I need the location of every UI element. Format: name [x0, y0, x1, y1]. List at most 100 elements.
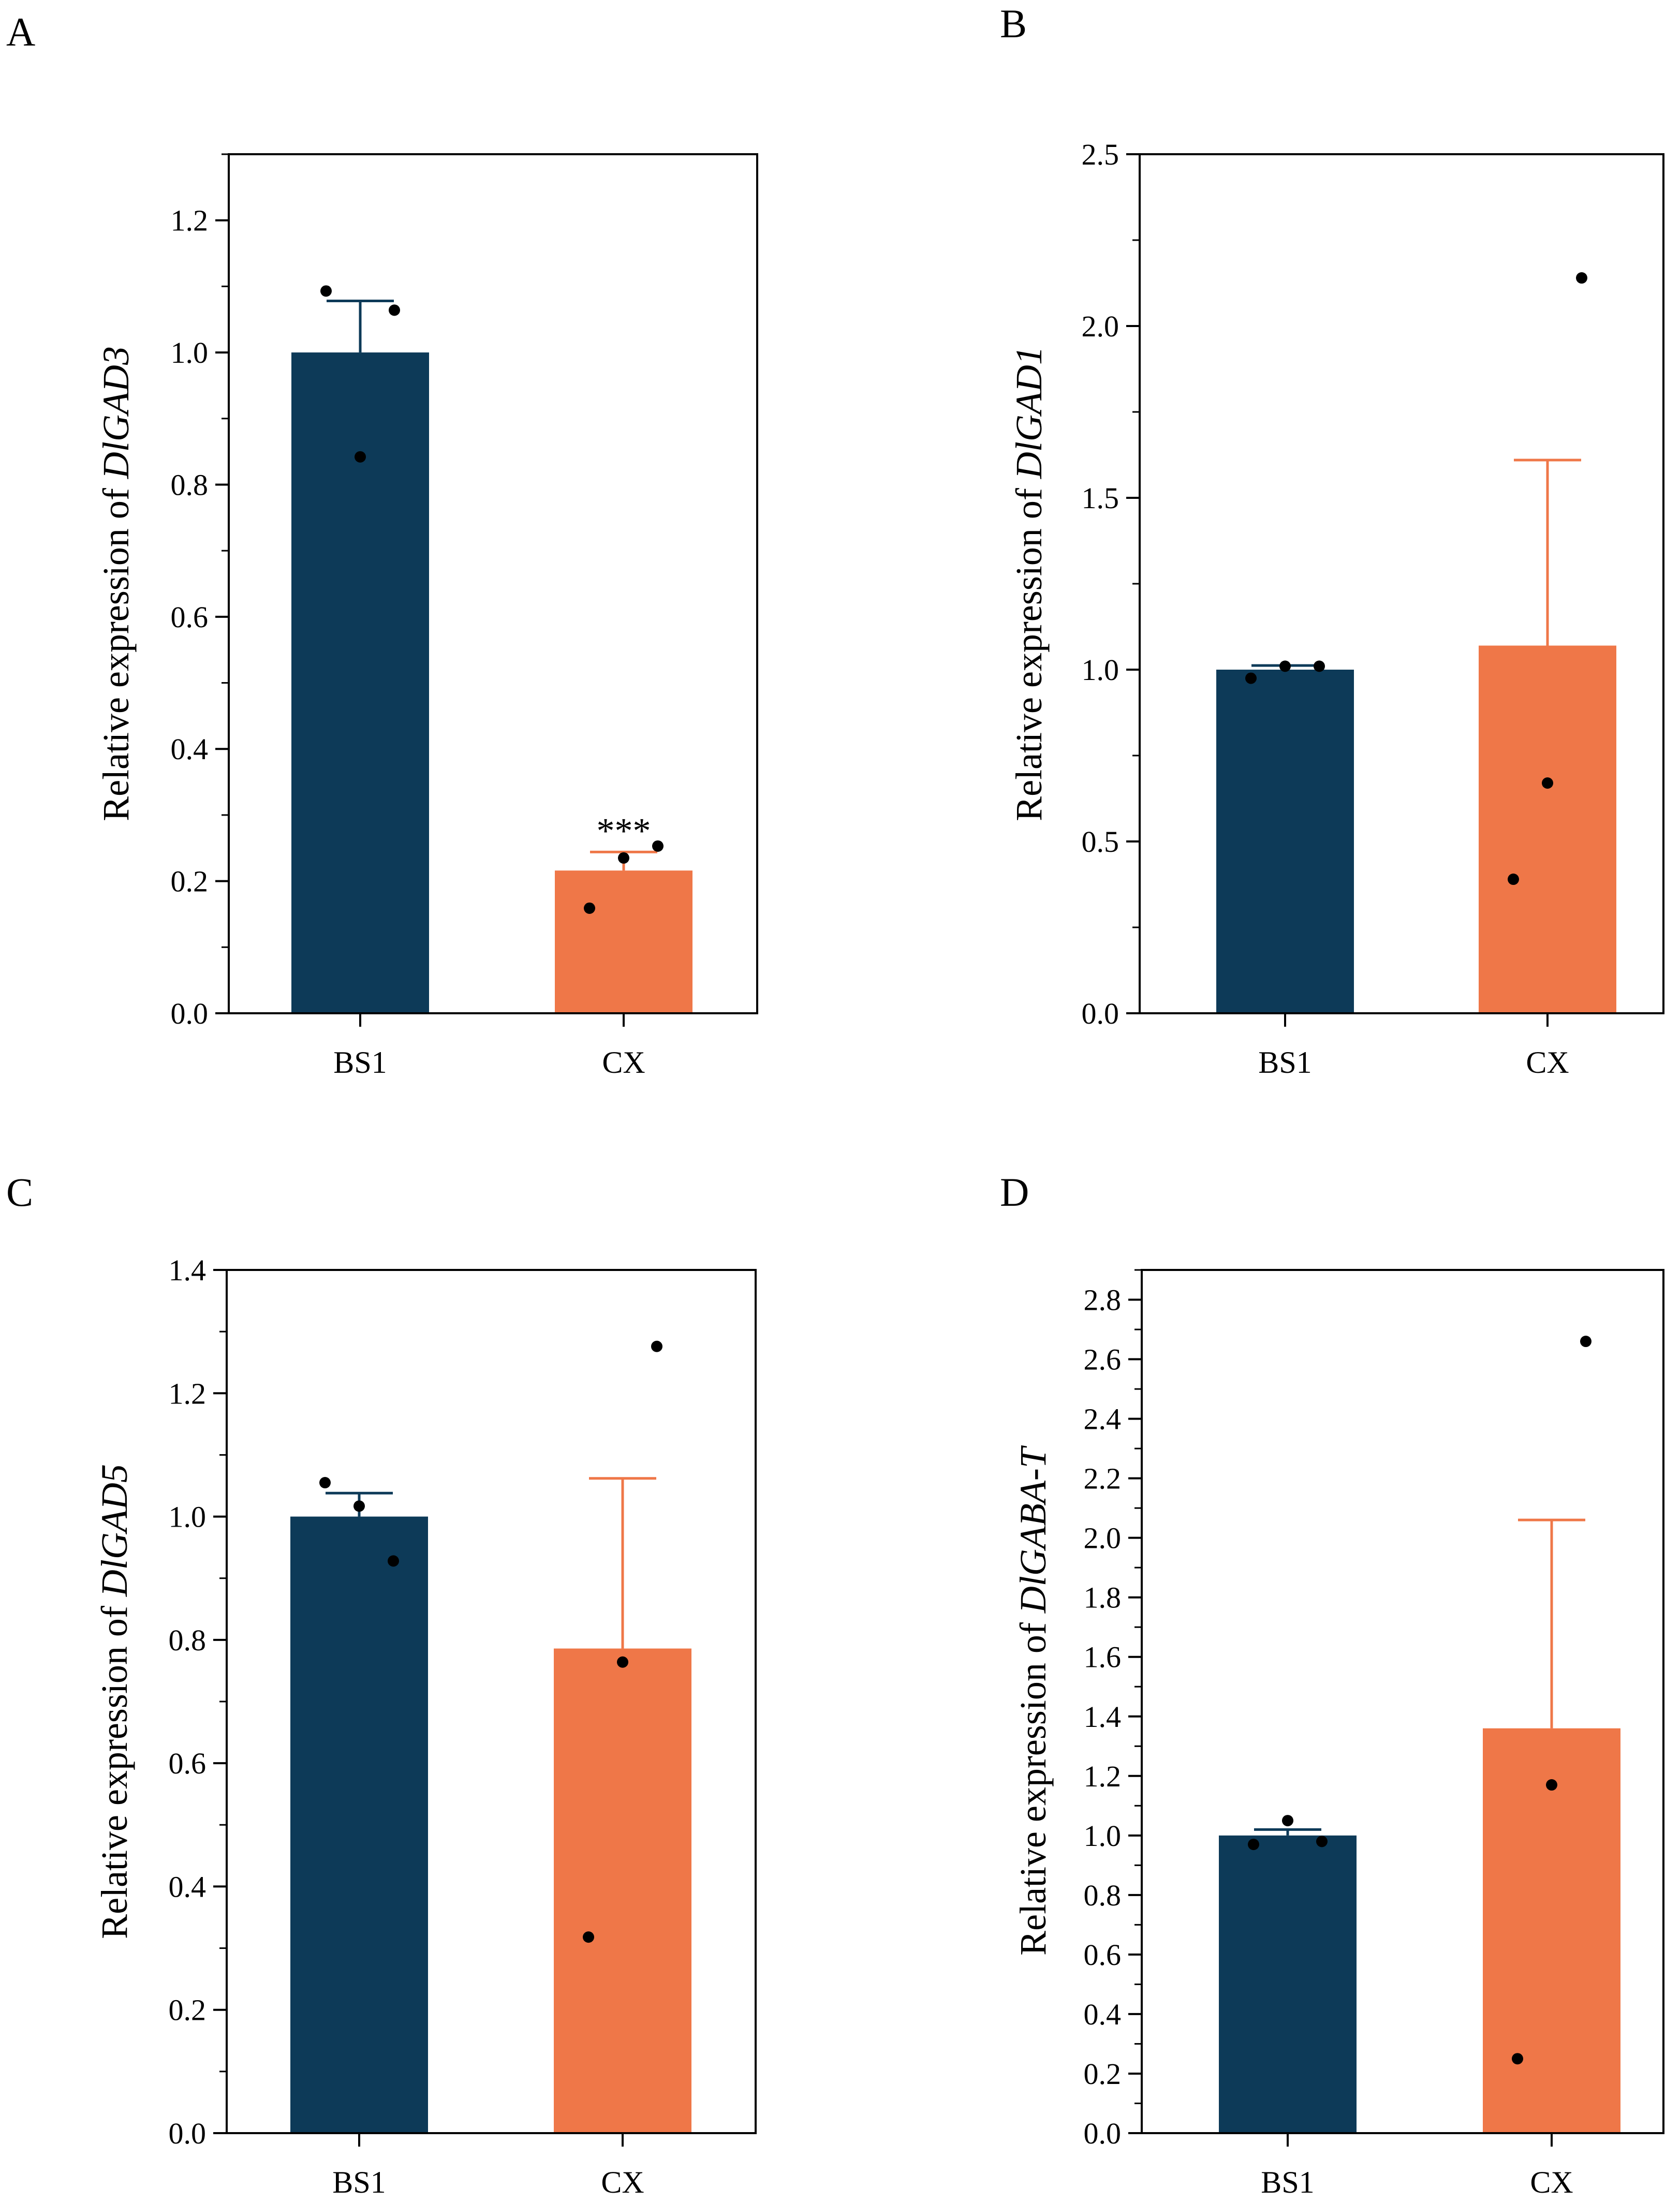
y-tick-label: 1.0: [171, 336, 209, 369]
y-tick-label: 0.2: [169, 1993, 207, 2027]
data-point-bs1: [1314, 660, 1325, 672]
data-point-bs1: [1245, 672, 1257, 684]
y-tick-label: 0.0: [169, 2117, 207, 2150]
data-point-cx: [1580, 1336, 1591, 1348]
x-tick-label-cx: CX: [601, 2165, 644, 2199]
data-point-cx: [584, 902, 595, 914]
data-point-bs1: [388, 1555, 399, 1567]
panel-c: C BS1 CX 0.0 0.2 0.4 0.6 0.8 1.0 1.2 1.4 Relative e…: [6, 1170, 757, 2199]
y-tick-label: 0.8: [169, 1623, 207, 1657]
x-tick-label-bs1: BS1: [332, 2165, 386, 2199]
y-tick-label: 0.8: [1084, 1879, 1122, 1912]
bar-cx: [1479, 645, 1616, 1013]
data-point-bs1: [389, 304, 400, 316]
y-tick-label: 1.8: [1084, 1581, 1122, 1615]
y-tick-label: 1.6: [1084, 1640, 1122, 1674]
y-axis-label-gene: DlGAD3: [95, 346, 137, 479]
y-tick-label: 1.2: [171, 204, 209, 238]
y-tick-label: 2.0: [1084, 1521, 1122, 1555]
data-point-bs1: [319, 1477, 331, 1489]
y-tick-label: 0.8: [171, 468, 209, 501]
x-tick-label-cx: CX: [1526, 1045, 1569, 1080]
data-point-bs1: [320, 285, 332, 297]
data-point-bs1: [353, 1500, 365, 1512]
y-tick-label: 2.0: [1082, 309, 1119, 343]
data-point-bs1: [1282, 1815, 1293, 1827]
y-tick-label: 1.0: [1084, 1819, 1122, 1853]
y-tick-label: 0.6: [171, 600, 209, 634]
y-axis-label-gene: DlGAD1: [1008, 346, 1050, 479]
data-point-cx: [1512, 2053, 1523, 2065]
y-tick-label: 0.6: [169, 1747, 207, 1780]
y-tick-label: 1.5: [1082, 481, 1119, 515]
y-axis-label-prefix: Relative expression of: [94, 1596, 135, 1939]
panel-letter: C: [6, 1170, 33, 1215]
panel-letter: B: [1000, 1, 1027, 46]
y-tick-label: 1.2: [169, 1377, 207, 1410]
data-point-cx: [651, 1340, 662, 1352]
bar-cx: [554, 1648, 691, 2133]
bar-bs1: [291, 352, 429, 1013]
data-point-cx: [1508, 874, 1519, 885]
y-tick-label: 0.2: [171, 865, 209, 898]
bar-cx: [555, 870, 692, 1013]
y-tick-label: 1.0: [1082, 653, 1119, 687]
y-tick-label: 2.2: [1084, 1462, 1122, 1496]
bar-bs1: [1219, 1835, 1357, 2133]
y-tick-label: 0.5: [1082, 825, 1119, 859]
significance-label: ***: [597, 811, 651, 851]
y-axis-label-prefix: Relative expression of: [1008, 479, 1050, 821]
y-axis-label: Relative expression of DlGAD3: [95, 346, 137, 821]
y-tick-label: 0.2: [1084, 2057, 1122, 2091]
y-tick-label: 0.4: [171, 732, 209, 766]
x-tick-label-bs1: BS1: [1258, 1045, 1311, 1080]
x-tick-label-bs1: BS1: [1261, 2165, 1314, 2199]
y-tick-label: 0.6: [1084, 1938, 1122, 1972]
data-point-bs1: [1279, 660, 1291, 672]
axes-frame: [1141, 1269, 1664, 2134]
y-axis-label: Relative expression of DlGAD5: [94, 1464, 135, 1939]
data-point-cx: [1546, 1779, 1557, 1791]
data-point-bs1: [1316, 1836, 1328, 1847]
y-tick-label: 2.5: [1082, 138, 1119, 171]
data-point-cx: [1576, 272, 1587, 284]
data-point-bs1: [1248, 1839, 1259, 1851]
x-tick-label-cx: CX: [1530, 2165, 1573, 2199]
data-point-cx: [583, 1931, 594, 1943]
y-axis-label-gene: DlGAD5: [94, 1464, 135, 1597]
axes-frame: [228, 153, 758, 1014]
data-point-cx: [652, 840, 664, 852]
panel-letter: D: [1000, 1170, 1029, 1215]
bar-bs1: [1216, 670, 1354, 1013]
data-point-cx: [617, 1656, 628, 1668]
panel-d: D BS1 CX 0.0 0.2 0.4 0.6 0.8 1.0 1.2 1.4 1.6 1.8 2.0 2…: [1000, 1170, 1664, 2199]
y-tick-label: 0.0: [1082, 997, 1119, 1030]
y-tick-label: 1.4: [169, 1253, 207, 1287]
panel-letter: A: [6, 9, 35, 54]
panel-a: A BS1 CX *** 0.0 0.2 0.4 0.6 0.8 1.0 1.2 Relative e…: [6, 9, 758, 1080]
panel-b: B BS1 CX 0.0 0.5 1.0 1.5 2.0 2.5 Relative express…: [1000, 1, 1664, 1080]
y-axis-label: Relative expression of DlGABA-T: [1012, 1445, 1054, 1956]
x-tick-label-bs1: BS1: [333, 1045, 387, 1080]
y-tick-label: 2.4: [1084, 1402, 1122, 1436]
y-tick-label: 2.8: [1084, 1283, 1122, 1317]
y-tick-label: 0.0: [171, 997, 209, 1030]
y-axis-label-prefix: Relative expression of: [1012, 1613, 1054, 1956]
y-tick-label: 0.0: [1084, 2117, 1122, 2150]
y-tick-label: 1.0: [169, 1500, 207, 1534]
y-tick-label: 0.4: [169, 1870, 207, 1903]
y-tick-label: 1.2: [1084, 1760, 1122, 1793]
data-point-cx: [618, 852, 629, 864]
bar-bs1: [290, 1516, 428, 2133]
y-axis-label: Relative expression of DlGAD1: [1008, 346, 1050, 821]
bar-cx: [1483, 1728, 1620, 2133]
data-point-bs1: [355, 451, 366, 463]
y-tick-label: 1.4: [1084, 1700, 1122, 1734]
y-tick-label: 2.6: [1084, 1343, 1122, 1377]
x-tick-label-cx: CX: [602, 1045, 645, 1080]
data-point-cx: [1542, 777, 1553, 789]
y-tick-label: 0.4: [1084, 1998, 1122, 2031]
y-axis-label-gene: DlGABA-T: [1012, 1445, 1054, 1614]
